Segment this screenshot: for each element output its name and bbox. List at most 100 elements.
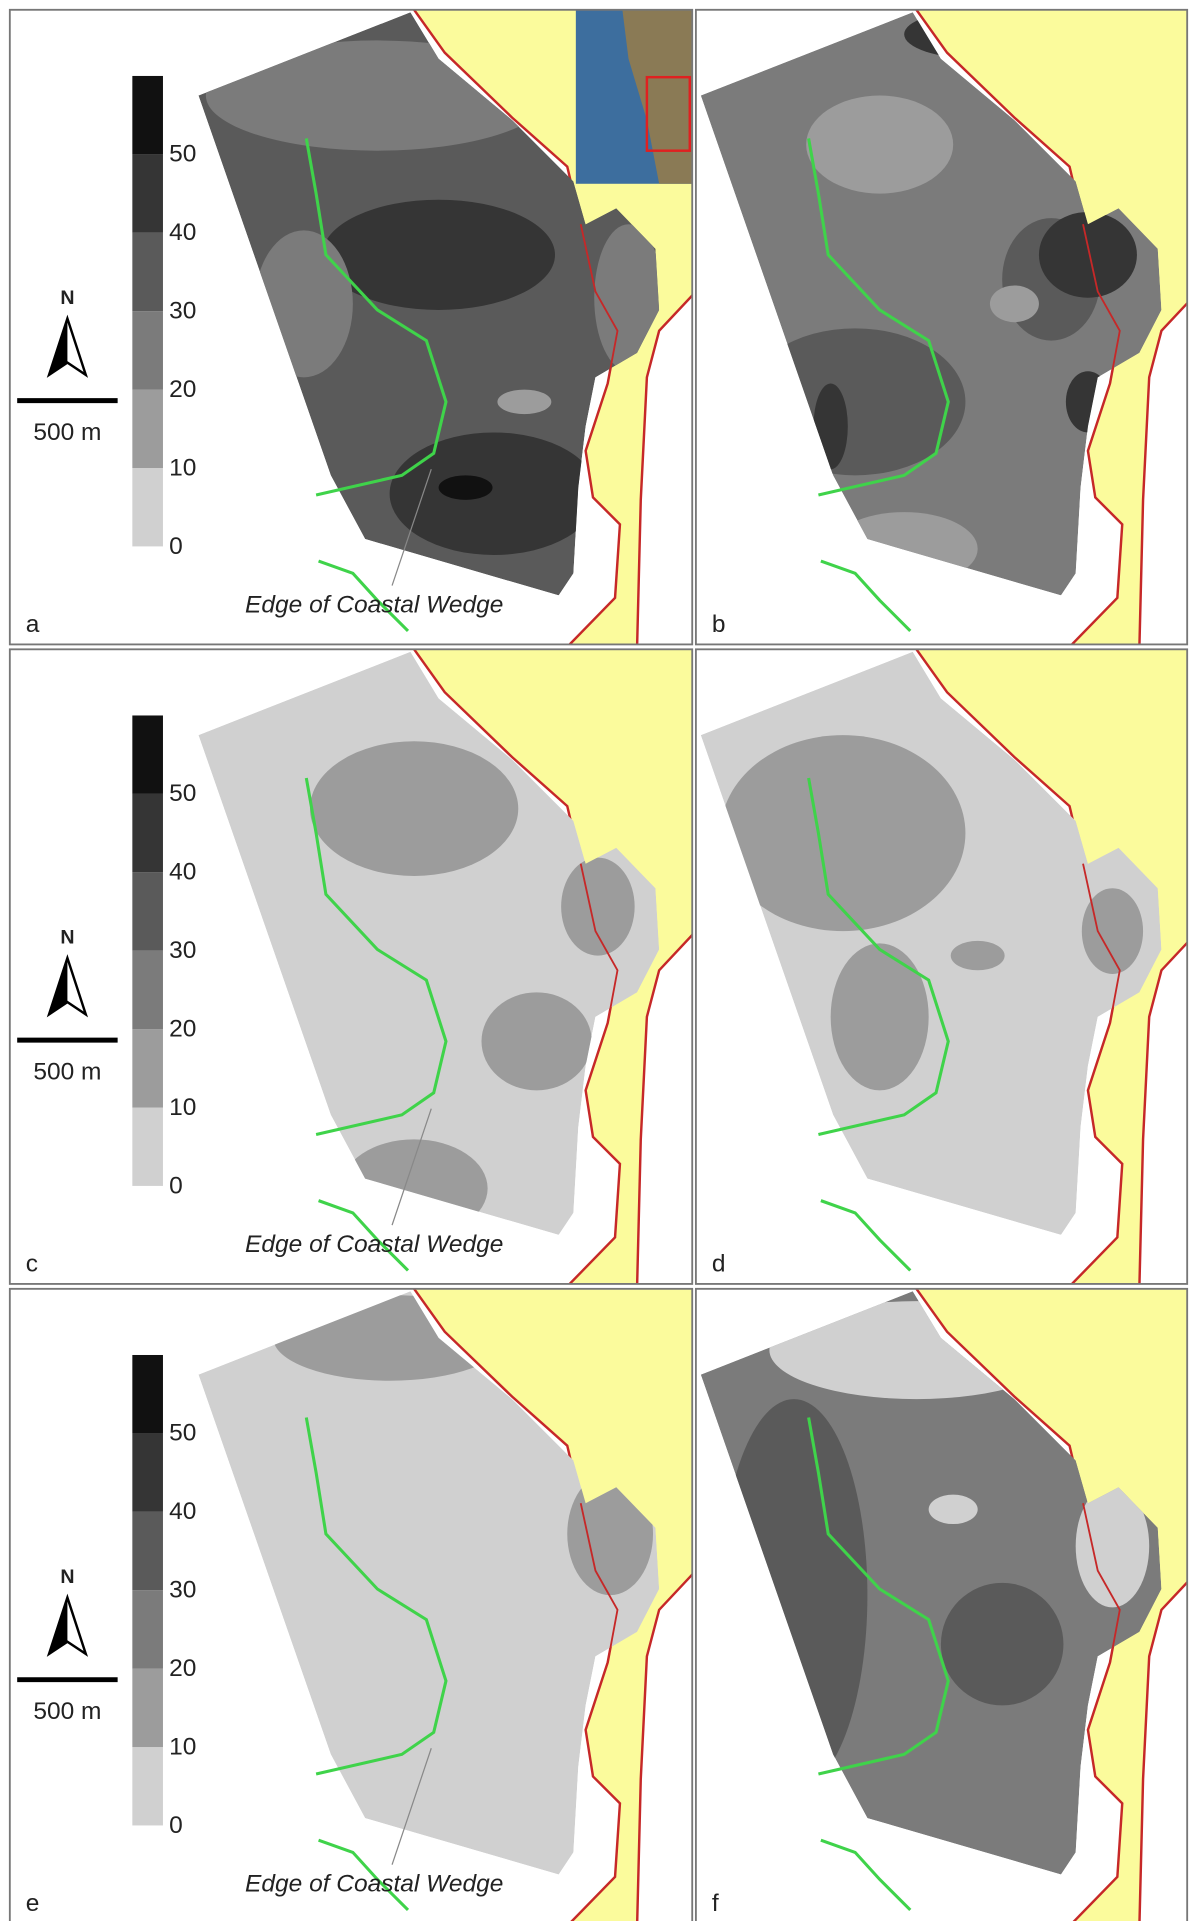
coastline-over — [579, 1503, 619, 1731]
map-layer — [700, 649, 1188, 1284]
panel-frame — [8, 8, 694, 646]
panel-label: f — [712, 1890, 719, 1917]
panel-frame — [8, 1287, 694, 1921]
wedge-edge — [318, 559, 410, 633]
land — [916, 649, 1188, 1284]
legend-swatch — [132, 1590, 163, 1669]
legend-swatch — [132, 1354, 163, 1434]
contour-zone — [830, 943, 929, 1091]
river-channel — [1139, 942, 1188, 1284]
contour-zone — [309, 741, 519, 876]
river-channel — [1139, 303, 1188, 645]
legend-swatch — [132, 950, 163, 1030]
river-channel — [637, 295, 693, 645]
legend-tick-label: 40 — [169, 219, 196, 246]
legend-swatch — [132, 1668, 163, 1748]
legend-tick-label: 40 — [169, 1498, 196, 1525]
annotation: Edge of Coastal Wedge — [245, 592, 503, 619]
panel-label: d — [712, 1251, 726, 1278]
contour-zone — [989, 285, 1039, 323]
wedge-edge — [820, 1199, 912, 1272]
legend-tick-label: 10 — [169, 454, 196, 481]
panel-frame — [8, 648, 694, 1285]
wedge-edge — [807, 1417, 950, 1776]
contour-zone — [1075, 1484, 1150, 1608]
legend-swatch — [132, 1747, 163, 1826]
contour-zone — [928, 1494, 978, 1525]
wedge-edge — [807, 777, 950, 1136]
map-layer — [198, 649, 693, 1284]
river-bank — [1138, 941, 1188, 1284]
legend-tick-label: 20 — [169, 1655, 196, 1682]
map-layer — [198, 1288, 693, 1921]
map-panel: 0 10 20 30 40 50 N 500 m Edge of Coastal Wedge a — [8, 8, 694, 646]
contour-zone — [806, 95, 954, 194]
legend-swatch — [132, 1107, 163, 1186]
contour-zone — [567, 1472, 654, 1596]
wedge-edge — [318, 1838, 410, 1912]
north-arrow-fill — [49, 1597, 68, 1654]
legend-tick-label: 50 — [169, 1420, 196, 1447]
contour-zone — [940, 1582, 1064, 1706]
contour-zone — [322, 199, 556, 310]
annotation: Edge of Coastal Wedge — [245, 1231, 503, 1258]
north-label: N — [60, 287, 74, 309]
north-arrow-fill — [49, 318, 68, 375]
map-content — [700, 9, 1188, 645]
legend-tick-label: 0 — [169, 1812, 183, 1839]
land — [414, 649, 693, 1284]
legend-swatch — [132, 389, 163, 468]
contour-zone — [950, 940, 1005, 971]
map-content — [198, 9, 693, 645]
survey-area — [198, 1291, 660, 1875]
legend-swatch — [132, 154, 163, 233]
panel-label: e — [26, 1890, 40, 1917]
panel-frame — [694, 648, 1189, 1285]
panel-label: a — [26, 611, 40, 638]
river-bank — [635, 933, 693, 1284]
coastline-over — [579, 224, 619, 452]
legend-tick-label: 20 — [169, 1015, 196, 1042]
map-panel: b — [694, 8, 1189, 646]
map-content — [700, 649, 1188, 1284]
legend-tick-label: 10 — [169, 1733, 196, 1760]
scale-label: 500 m — [33, 419, 101, 446]
legend-swatch — [132, 232, 163, 312]
river-bank — [1138, 301, 1188, 645]
panel-label: b — [712, 611, 726, 638]
legend-swatch — [132, 872, 163, 951]
legend-tick-label: 50 — [169, 141, 196, 168]
map-panel: 0 10 20 30 40 50 N 500 m Edge of Coastal Wedge e — [8, 1287, 694, 1921]
land — [916, 9, 1188, 645]
scale-label: 500 m — [33, 1698, 101, 1725]
panel-frame — [694, 1287, 1189, 1921]
river-bank — [635, 1572, 693, 1921]
scale-label: 500 m — [33, 1058, 101, 1085]
wedge-edge — [304, 138, 448, 497]
legend-swatch — [132, 1511, 163, 1591]
panel-frame — [694, 8, 1189, 646]
contour-zone — [481, 992, 592, 1091]
contour-zone — [561, 857, 635, 956]
legend-swatch — [132, 793, 163, 873]
contour-zone — [1081, 888, 1144, 974]
legend-tick-label: 40 — [169, 859, 196, 886]
legend-swatch — [132, 1029, 163, 1108]
river-channel — [637, 1574, 693, 1921]
coastline-over — [1082, 863, 1121, 1091]
legend-tick-label: 10 — [169, 1094, 196, 1121]
legend-swatch — [132, 1433, 163, 1512]
legend-tick-label: 30 — [169, 937, 196, 964]
contour-zone — [720, 735, 966, 932]
annotation: Edge of Coastal Wedge — [245, 1871, 503, 1898]
legend-tick-label: 20 — [169, 376, 196, 403]
survey-area — [198, 12, 660, 596]
map-panel: 0 10 20 30 40 50 N 500 m Edge of Coastal Wedge c — [8, 648, 694, 1285]
annotation-leader — [391, 1748, 432, 1865]
annotation-leader — [391, 469, 432, 586]
wedge-edge — [318, 1199, 410, 1272]
map-content — [198, 1288, 693, 1921]
survey-area — [198, 651, 660, 1235]
coastline-over — [1082, 224, 1121, 452]
